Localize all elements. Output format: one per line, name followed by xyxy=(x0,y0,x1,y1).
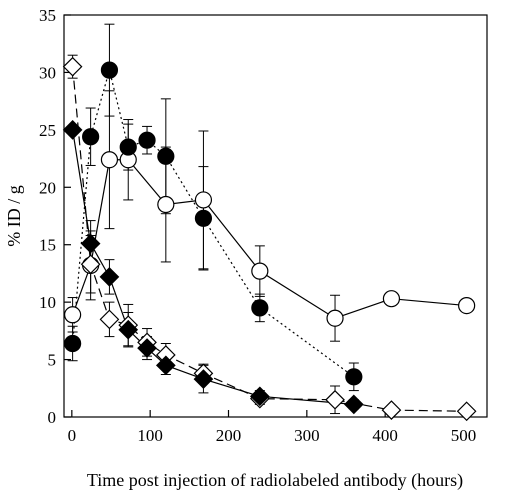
x-tick-label: 500 xyxy=(451,426,477,445)
series-2-point xyxy=(119,138,137,156)
x-tick-label: 0 xyxy=(68,426,77,445)
series-2-line xyxy=(72,67,355,378)
y-tick-label: 25 xyxy=(39,121,56,140)
series-lines xyxy=(72,66,467,412)
y-tick-label: 10 xyxy=(39,293,56,312)
y-tick-label: 15 xyxy=(39,236,56,255)
series-1-line xyxy=(72,159,467,319)
series-4-point xyxy=(155,355,176,376)
series-2-point xyxy=(138,131,156,149)
y-tick-label: 35 xyxy=(39,6,56,25)
series-4-point xyxy=(137,338,157,358)
series-1-point xyxy=(64,306,82,324)
series-4-line xyxy=(72,129,354,405)
plot-frame xyxy=(63,14,488,418)
series-3-point xyxy=(325,389,345,410)
series-2-point xyxy=(251,299,269,317)
series-3-point xyxy=(62,56,83,77)
series-2-point xyxy=(157,147,175,165)
series-4-point xyxy=(80,233,101,254)
x-tick-label: 100 xyxy=(137,426,163,445)
y-tick-label: 0 xyxy=(48,408,57,427)
series-2-point xyxy=(82,128,100,146)
series-4-point xyxy=(118,319,139,340)
series-4-point xyxy=(249,386,270,407)
x-axis-title: Time post injection of radiolabeled anti… xyxy=(87,470,463,491)
series-1-point xyxy=(326,309,344,327)
y-tick-label: 20 xyxy=(39,178,56,197)
series-4-point xyxy=(99,267,120,287)
x-tick-label: 200 xyxy=(216,426,242,445)
data-markers xyxy=(62,56,477,422)
y-tick-label: 5 xyxy=(48,351,57,370)
axes: 0 100 200 300 400 500 0 5 10 15 20 25 30 35 xyxy=(39,6,476,445)
x-tick-label: 300 xyxy=(294,426,320,445)
x-tick-label: 400 xyxy=(372,426,398,445)
series-1-point xyxy=(157,195,175,214)
series-1-point xyxy=(458,296,476,315)
series-1-point xyxy=(194,191,213,209)
series-4-point xyxy=(343,394,364,415)
series-1-point xyxy=(382,290,401,308)
series-1-point xyxy=(251,262,269,280)
series-3-point xyxy=(381,400,402,420)
series-3-point xyxy=(456,401,477,422)
series-2-point xyxy=(100,61,119,79)
series-3-point xyxy=(80,254,101,275)
series-3-line xyxy=(72,66,467,412)
series-2-point xyxy=(194,209,213,227)
series-2-point xyxy=(64,334,82,353)
series-1-point xyxy=(100,151,119,169)
series-4-point xyxy=(62,120,83,140)
series-2-point xyxy=(345,368,363,386)
y-tick-label: 30 xyxy=(39,63,56,82)
error-bars xyxy=(67,23,359,415)
series-4-point xyxy=(193,369,214,389)
series-3-point xyxy=(99,309,120,330)
y-axis-title: % ID / g xyxy=(4,185,24,247)
